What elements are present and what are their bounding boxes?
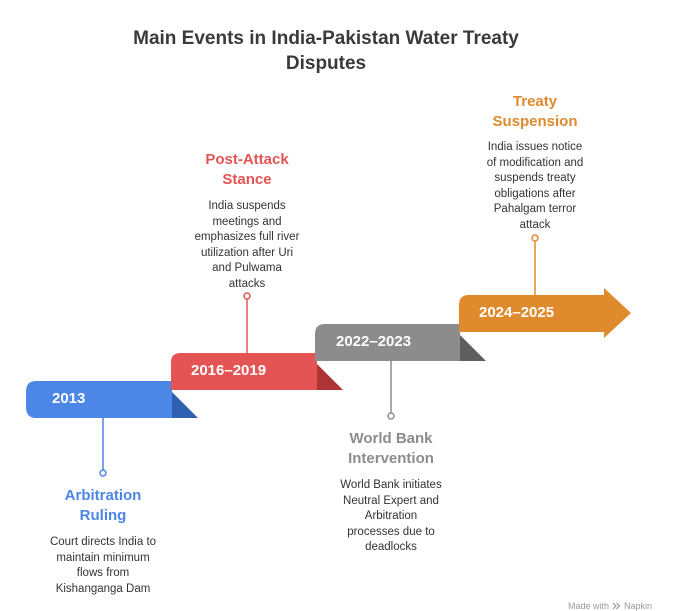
page-title: Main Events in India-Pakistan Water Trea… xyxy=(133,28,519,74)
step-period-2016-2019: 2016–2019 xyxy=(191,362,267,379)
footer-made-with: Made with xyxy=(567,601,609,611)
step-band-2024-2025 xyxy=(459,288,631,338)
event-title-treaty-suspension: Treaty Suspension xyxy=(492,93,578,130)
event-desc-treaty-suspension: India issues notice of modification and … xyxy=(486,141,584,231)
step-period-2013: 2013 xyxy=(52,390,86,407)
event-title-post-attack-stance: Post-Attack Stance xyxy=(205,151,289,188)
connector-2024-2025 xyxy=(531,234,539,295)
step-band-2022-2023 xyxy=(315,324,486,361)
event-desc-world-bank-intervention: World Bank initiates Neutral Expert and … xyxy=(340,479,442,553)
connector-2013 xyxy=(99,418,107,477)
event-desc-arbitration-ruling: Court directs India to maintain minimum … xyxy=(49,536,157,595)
event-title-world-bank-intervention: World Bank Intervention xyxy=(348,430,434,467)
step-band-2013 xyxy=(26,381,198,418)
connector-2016-2019 xyxy=(243,292,251,353)
footer-brand: Napkin xyxy=(623,601,652,611)
connector-2022-2023 xyxy=(387,361,395,420)
step-period-2024-2025: 2024–2025 xyxy=(479,304,555,321)
step-period-2022-2023: 2022–2023 xyxy=(336,333,412,350)
step-band-2016-2019 xyxy=(171,353,343,390)
napkin-logo-icon xyxy=(612,602,621,610)
event-title-arbitration-ruling: Arbitration Ruling xyxy=(64,487,142,524)
footer-credit: Made with Napkin xyxy=(568,601,652,611)
event-desc-post-attack-stance: India suspends meetings and emphasizes f… xyxy=(194,200,300,290)
